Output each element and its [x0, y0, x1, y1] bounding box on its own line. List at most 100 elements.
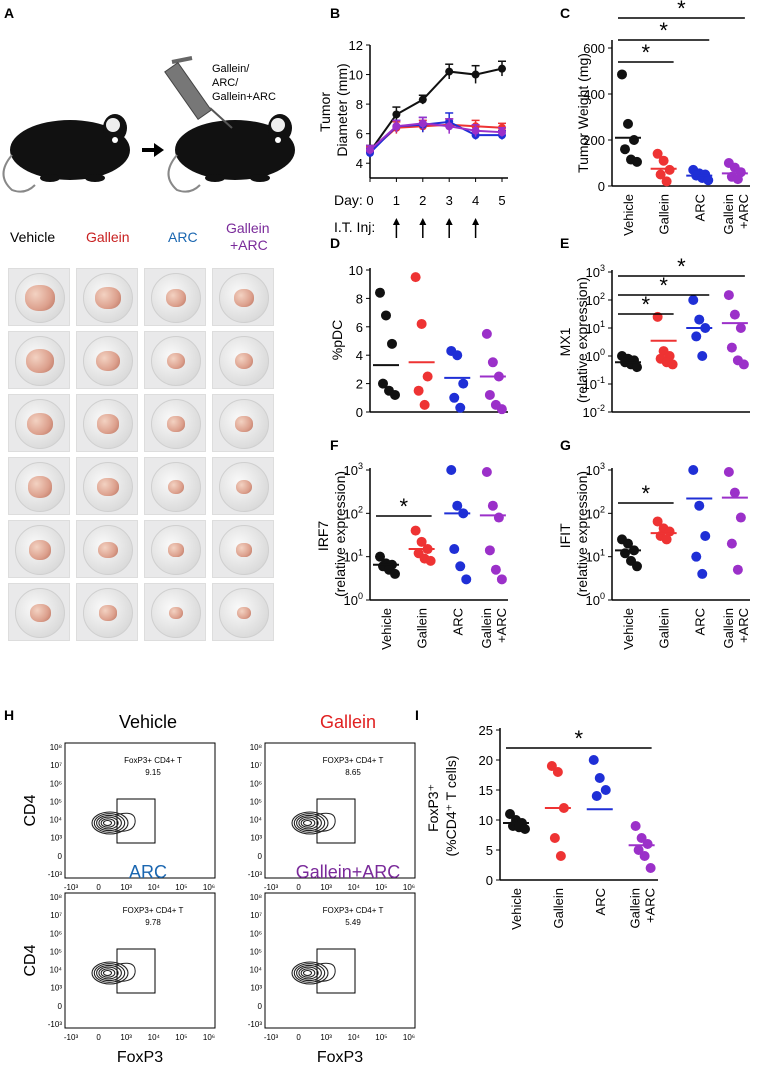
x-category-label: Vehicle — [621, 608, 636, 650]
x-tick-label: 10³ — [120, 883, 132, 892]
x-tick-label: -10³ — [64, 1033, 79, 1042]
gate-label: FOXP3+ CD4+ T — [323, 906, 384, 915]
tumor-sample — [98, 541, 118, 559]
data-point — [697, 568, 708, 579]
x-category-label: Gallein — [657, 608, 672, 648]
y-tick-exponent: 3 — [358, 461, 363, 471]
data-point — [496, 574, 507, 585]
x-tick-label: 0 — [296, 883, 301, 892]
y-tick-label: 10⁵ — [250, 947, 262, 956]
data-point — [410, 272, 421, 283]
data-point — [658, 155, 669, 166]
y-tick-base: 10 — [586, 506, 600, 521]
x-tick-label: 10⁵ — [175, 883, 187, 892]
y-tick-label: 10-2 — [583, 403, 605, 420]
contour-line — [296, 964, 322, 982]
y-tick-label: 6 — [356, 320, 363, 335]
data-point — [732, 174, 743, 185]
x-category-label: +ARC — [736, 608, 751, 643]
panel-label-g: G — [560, 437, 571, 453]
contour-line — [114, 962, 136, 982]
tumor-photo-icon — [8, 331, 70, 389]
tumor-sample — [235, 416, 253, 432]
data-point — [418, 119, 427, 128]
tumor-sample — [168, 543, 184, 557]
panel-label-a: A — [4, 5, 14, 21]
panel-f-scatter: IRF7 (relative expression) 100101102103V… — [315, 461, 509, 650]
data-point — [735, 512, 746, 523]
data-point — [413, 385, 424, 396]
y-tick-label: 10⁶ — [250, 929, 262, 938]
data-point — [496, 404, 507, 415]
y-tick-label: 10⁷ — [250, 761, 262, 770]
y-tick-label: 25 — [479, 723, 493, 738]
contour-line — [293, 813, 326, 833]
data-point — [729, 487, 740, 498]
gate-label: FOXP3+ CD4+ T — [123, 906, 184, 915]
x-tick-label: 0 — [96, 883, 101, 892]
data-point — [620, 144, 630, 155]
series-line — [369, 123, 503, 153]
x-tick-label: 10⁶ — [403, 1033, 415, 1042]
tumor-sample — [235, 479, 253, 495]
data-point — [623, 118, 633, 129]
tumor-photo-icon — [144, 457, 206, 515]
y-tick-exponent: 3 — [600, 461, 605, 471]
contour-line — [102, 969, 113, 977]
y-axis-label: Tumor Diameter (mm) — [317, 63, 350, 156]
data-point — [418, 95, 427, 104]
tumor-photo-icon — [144, 583, 206, 641]
data-point — [630, 821, 641, 831]
tumor-photo-icon — [8, 583, 70, 641]
contour-line — [291, 961, 329, 985]
tumor-sample — [95, 350, 121, 372]
significance-star: * — [659, 273, 668, 298]
x-category-label: ARC — [450, 608, 465, 635]
x-tick-label: 10⁶ — [203, 883, 215, 892]
data-point — [484, 389, 495, 400]
x-tick-label: 10⁴ — [148, 883, 161, 892]
y-axis-label: IFIT (relative expression) — [557, 471, 590, 597]
data-point — [735, 323, 746, 333]
panel-label-h: H — [4, 707, 14, 723]
x-category-label: Vehicle — [621, 194, 636, 236]
data-point — [471, 126, 480, 135]
tumor-photo-icon — [76, 331, 138, 389]
tumor-sample — [166, 352, 186, 370]
x-category-label: ARC — [692, 194, 707, 221]
y-tick-base: 10 — [583, 405, 597, 420]
y-tick-label: 4 — [356, 348, 363, 363]
y-tick-label: 10 — [479, 813, 493, 828]
x-tick-label: 3 — [446, 193, 453, 208]
data-point — [487, 357, 498, 368]
y-tick-base: 10 — [586, 265, 600, 280]
contour-line — [298, 966, 319, 980]
y-tick-exponent: 3 — [600, 263, 605, 273]
contour-line — [96, 814, 122, 832]
panel-i-scatter: FoxP3⁺ (%CD4⁺ T cells) 0 5 10 15 20 25 Vehicle… — [425, 723, 658, 930]
y-tick-exponent: 1 — [358, 548, 363, 558]
data-point — [452, 350, 463, 361]
panel-label-e: E — [560, 235, 569, 251]
significance-star: * — [677, 0, 686, 21]
data-point — [449, 392, 460, 403]
y-tick-label: 101 — [586, 319, 605, 336]
data-point — [726, 538, 737, 549]
significance-star: * — [642, 292, 651, 317]
y-tick-exponent: -1 — [597, 375, 605, 385]
y-tick-exponent: 0 — [600, 591, 605, 601]
tumor-photo-grid — [8, 268, 274, 648]
data-point — [481, 328, 492, 339]
data-point — [723, 466, 734, 477]
y-tick-label: 10⁶ — [50, 929, 62, 938]
data-point — [629, 135, 639, 145]
y-tick-label: 10⁷ — [250, 911, 262, 920]
flow-plot-frame — [64, 892, 216, 1029]
x-category-label: Gallein — [628, 888, 643, 928]
data-point — [617, 69, 627, 80]
y-tick-exponent: -2 — [597, 403, 605, 413]
data-point — [691, 331, 702, 342]
arrow-right-icon — [142, 143, 164, 157]
y-tick-exponent: 2 — [358, 504, 363, 514]
